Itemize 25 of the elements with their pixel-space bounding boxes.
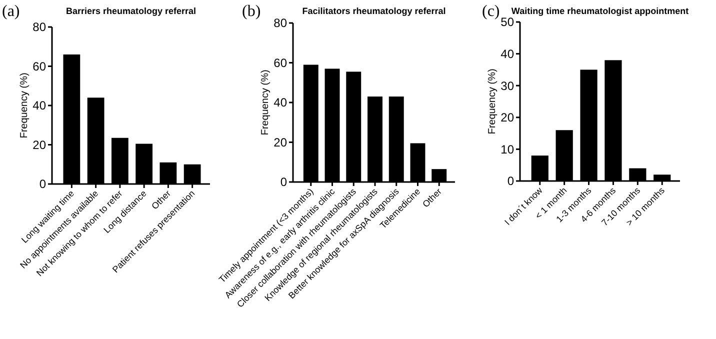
y-tick-label: 20 [32,138,46,152]
y-axis-title: Frequency (%) [19,72,30,138]
y-axis-title: Frequency (%) [260,70,271,136]
text: (b) [242,3,261,20]
chart-title: Barriers rheumatology referral [66,6,196,16]
y-tick-label: 0 [39,177,46,192]
y-tick-label: 80 [32,20,46,34]
y-tick-label: 40 [500,47,514,61]
y-tick-label: 80 [274,16,288,30]
y-tick-label: 20 [274,135,288,150]
y-tick-label: 20 [500,110,514,125]
y-axis-title: Frequency (%) [487,68,498,134]
y-tick-label: 40 [32,98,46,113]
chart-title: Facilitators rheumatology referral [302,6,446,16]
y-tick-label: 60 [32,59,46,74]
y-tick-label: 0 [280,175,288,190]
y-tick-label: 10 [500,142,514,156]
y-tick-label: 0 [507,174,514,188]
chart-title: Waiting time rheumatologist appointment [511,6,689,16]
text: (a) [2,3,20,20]
y-tick-label: 30 [500,78,514,93]
y-tick-label: 40 [274,96,288,110]
y-tick-label: 60 [274,56,288,70]
y-tick-label: 50 [500,15,514,30]
text: (c) [482,3,500,20]
